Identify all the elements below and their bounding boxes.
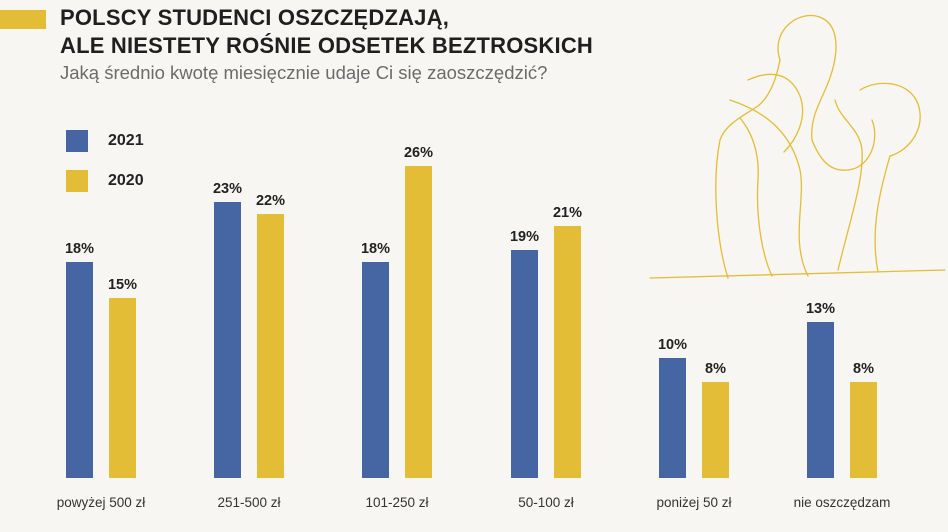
value-label-2020-2: 26%	[404, 145, 433, 161]
chart-subtitle: Jaką średnio kwotę miesięcznie udaje Ci …	[60, 62, 548, 83]
bar-2020-0	[109, 298, 136, 478]
category-label-0: powyżej 500 zł	[57, 495, 146, 510]
value-label-2021-5: 13%	[806, 301, 835, 317]
legend-label-2020: 2020	[108, 172, 144, 189]
category-label-3: 50-100 zł	[518, 495, 574, 510]
chart-title: POLSCY STUDENCI OSZCZĘDZAJĄ, ALE NIESTET…	[60, 4, 593, 60]
category-label-2: 101-250 zł	[365, 495, 428, 510]
value-label-2020-1: 22%	[256, 193, 285, 209]
bar-2021-1	[214, 202, 241, 478]
legend-label-2021: 2021	[108, 132, 144, 149]
value-label-2020-4: 8%	[705, 361, 726, 377]
bar-2020-3	[554, 226, 581, 478]
value-label-2021-3: 19%	[510, 229, 539, 245]
bar-2021-5	[807, 322, 834, 478]
value-label-2020-5: 8%	[853, 361, 874, 377]
bar-2020-2	[405, 166, 432, 478]
category-label-4: poniżej 50 zł	[656, 495, 731, 510]
value-label-2021-0: 18%	[65, 241, 94, 257]
title-line-2: ALE NIESTETY ROŚNIE ODSETEK BEZTROSKICH	[60, 33, 594, 58]
legend-swatch-2021	[66, 130, 88, 152]
bar-2020-1	[257, 214, 284, 478]
bar-2021-3	[511, 250, 538, 478]
legend-swatch-2020	[66, 170, 88, 192]
value-label-2020-0: 15%	[108, 277, 137, 293]
bar-2021-2	[362, 262, 389, 478]
bar-2021-4	[659, 358, 686, 478]
value-label-2021-4: 10%	[658, 337, 687, 353]
value-label-2021-2: 18%	[361, 241, 390, 257]
bar-2020-5	[850, 382, 877, 478]
accent-bar	[0, 10, 46, 29]
category-label-5: nie oszczędzam	[794, 495, 891, 510]
legend-item-2020: 2020	[66, 170, 144, 192]
bar-2021-0	[66, 262, 93, 478]
value-label-2020-3: 21%	[553, 205, 582, 221]
legend-item-2021: 2021	[66, 130, 144, 152]
title-line-1: POLSCY STUDENCI OSZCZĘDZAJĄ,	[60, 5, 450, 30]
bar-2020-4	[702, 382, 729, 478]
category-label-1: 251-500 zł	[217, 495, 280, 510]
value-label-2021-1: 23%	[213, 181, 242, 197]
